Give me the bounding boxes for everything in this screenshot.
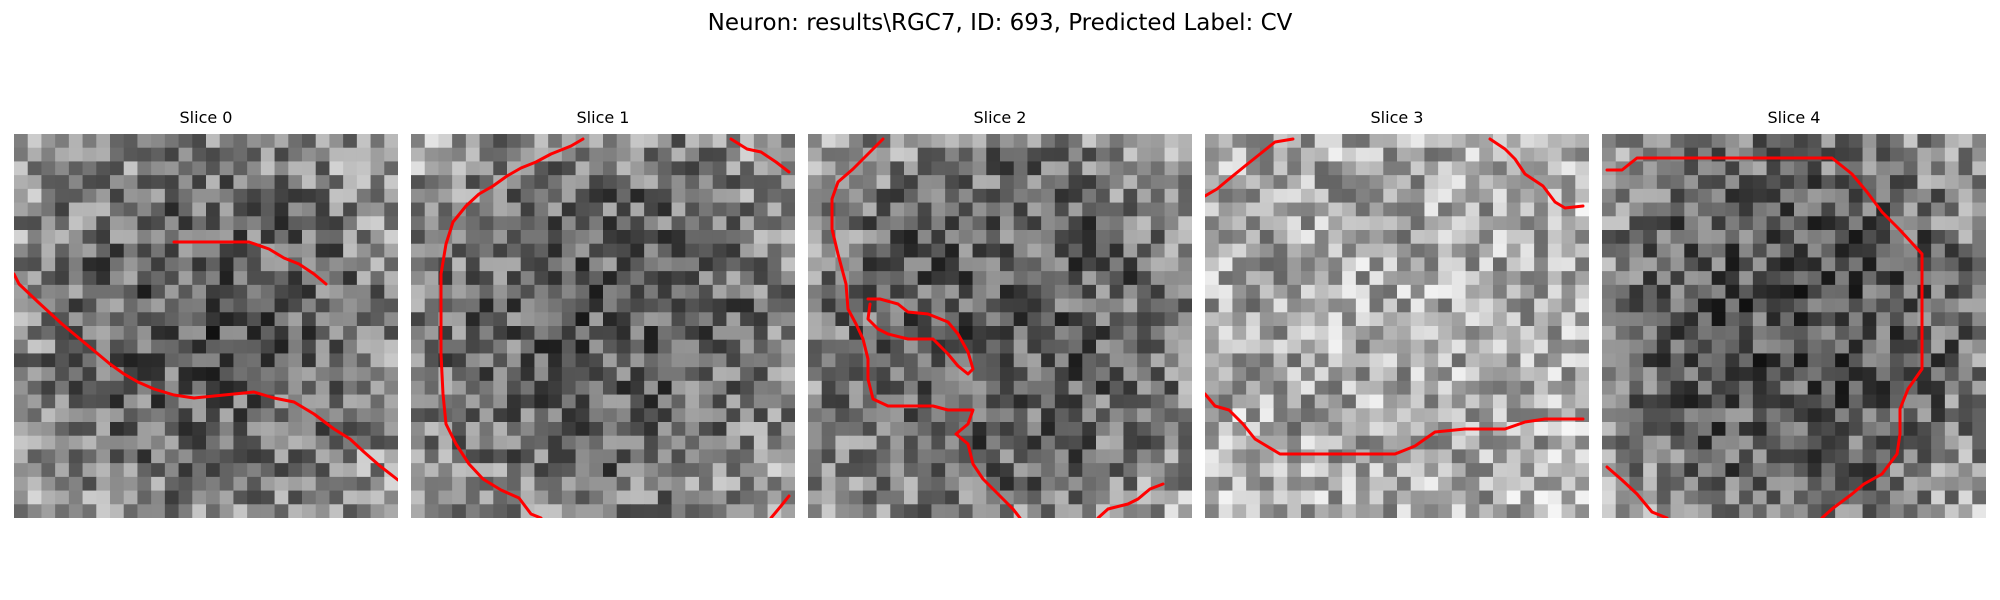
contour-line	[830, 137, 1022, 518]
slice-image-3	[1205, 134, 1589, 518]
slice-panel-0: Slice 0	[14, 108, 398, 518]
intensity-grid	[808, 134, 1192, 518]
contour-line	[769, 494, 791, 518]
slice-image-2	[808, 134, 1192, 518]
slice-panel-1: Slice 1	[411, 108, 795, 518]
slice-title-3: Slice 3	[1370, 108, 1424, 127]
contour-line	[439, 137, 585, 518]
slice-panel-4: Slice 4	[1602, 108, 1986, 518]
contour-line	[1605, 465, 1669, 518]
slice-panel-3: Slice 3	[1205, 108, 1589, 518]
intensity-grid	[1602, 134, 1986, 518]
contour-line	[172, 240, 328, 286]
slice-image-0	[14, 134, 398, 518]
contour-line	[1488, 137, 1585, 210]
contour-line	[1205, 392, 1585, 456]
intensity-grid	[1205, 134, 1589, 518]
contour-line	[1205, 137, 1295, 198]
slice-image-1	[411, 134, 795, 518]
contour-line	[866, 297, 975, 376]
slice-title-0: Slice 0	[179, 108, 233, 127]
contour-line	[1605, 156, 1924, 518]
contour-line	[1096, 482, 1165, 518]
slice-title-2: Slice 2	[973, 108, 1027, 127]
slice-panel-2: Slice 2	[808, 108, 1192, 518]
slice-title-4: Slice 4	[1767, 108, 1821, 127]
slice-title-1: Slice 1	[576, 108, 630, 127]
contour-line	[14, 272, 398, 482]
slice-image-4	[1602, 134, 1986, 518]
figure-title: Neuron: results\RGC7, ID: 693, Predicted…	[707, 10, 1293, 36]
intensity-grid	[411, 134, 795, 518]
contour-line	[729, 137, 791, 174]
intensity-grid	[14, 134, 398, 518]
